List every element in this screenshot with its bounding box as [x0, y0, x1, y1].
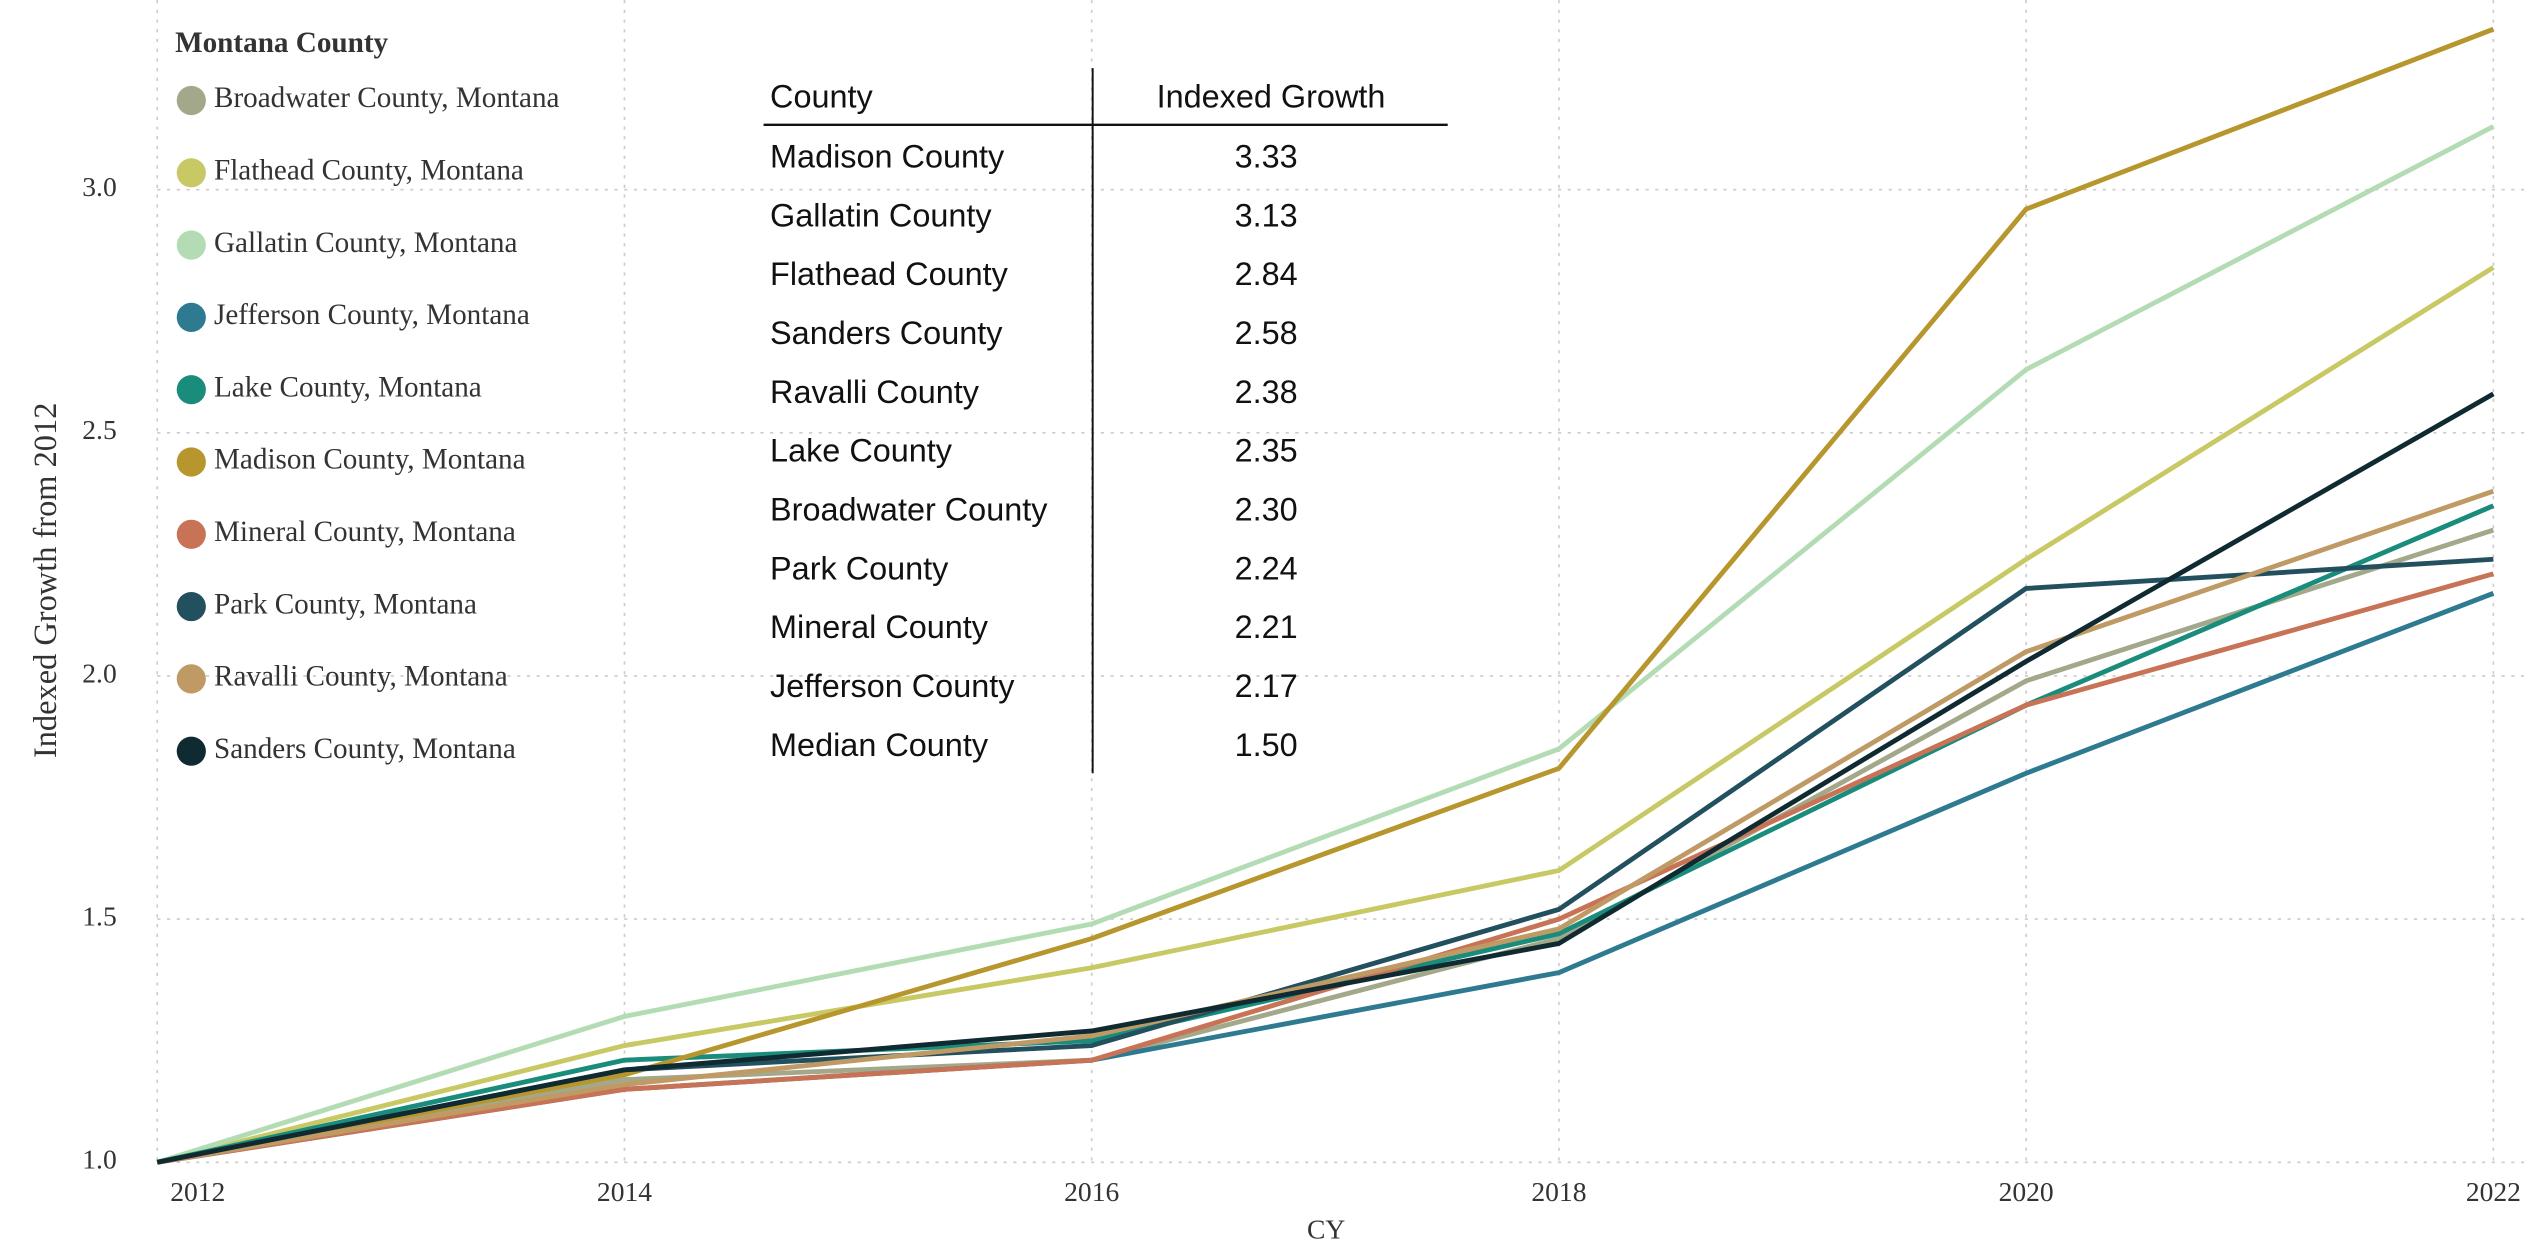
legend-swatch	[176, 591, 206, 622]
table-cell: Broadwater County	[770, 491, 1048, 527]
legend-label: Mineral County, Montana	[214, 516, 516, 548]
y-tick-label: 3.0	[82, 171, 116, 202]
y-tick-label: 2.5	[82, 414, 116, 445]
lines	[156, 26, 2495, 1165]
x-tick-label: 2014	[597, 1176, 652, 1207]
table-cell: Gallatin County	[770, 197, 992, 233]
table-cell: Jefferson County	[770, 668, 1015, 704]
legend-swatch	[176, 447, 206, 477]
legend: Broadwater County, Montana Flathead Count…	[176, 82, 560, 766]
series-line	[156, 124, 2495, 1165]
legend-label: Jefferson County, Montana	[214, 299, 530, 331]
legend-swatch	[176, 375, 206, 405]
table-cell: Median County	[770, 727, 989, 763]
table-cell: Ravalli County	[770, 374, 980, 410]
legend-swatch	[176, 85, 206, 116]
table-cell: Lake County	[770, 433, 953, 469]
legend-label: Sanders County, Montana	[214, 733, 516, 765]
x-tick-label: 2012	[170, 1176, 225, 1207]
table-cell: 2.17	[1235, 668, 1298, 704]
series-line	[156, 265, 2495, 1165]
table-header: County	[770, 78, 873, 114]
legend-swatch	[176, 230, 206, 260]
legend-swatch	[176, 302, 206, 332]
legend-swatch	[176, 664, 206, 694]
series-line	[156, 527, 2495, 1165]
legend-label: Broadwater County, Montana	[214, 82, 560, 114]
series-line	[156, 26, 2495, 1165]
table-cell: 2.35	[1235, 433, 1298, 469]
legend-label: Park County, Montana	[214, 588, 477, 620]
table-cell: 1.50	[1235, 727, 1298, 763]
legend-label: Ravalli County, Montana	[214, 661, 508, 693]
legend-label: Madison County, Montana	[214, 444, 526, 476]
table-cell: 2.38	[1235, 374, 1298, 410]
x-tick-label: 2022	[2466, 1176, 2521, 1207]
table-cell: 3.13	[1235, 197, 1298, 233]
table-cell: 2.21	[1235, 609, 1298, 645]
series-line	[156, 391, 2495, 1165]
table-cell: Sanders County	[770, 315, 1003, 351]
legend-swatch	[176, 158, 206, 188]
table: County Indexed Growth Madison County 3.33 Ga…	[763, 68, 1448, 774]
x-tick-label: 2018	[1531, 1176, 1586, 1207]
y-tick-label: 1.5	[82, 900, 116, 931]
legend-swatch	[176, 736, 206, 766]
y-axis-label: Indexed Growth from 2012	[28, 403, 64, 758]
table-cell: 2.58	[1235, 315, 1298, 351]
legend-label: Gallatin County, Montana	[214, 227, 517, 259]
table-cell: 3.33	[1235, 138, 1298, 174]
table-cell: Mineral County	[770, 609, 989, 645]
legend-title: Montana County	[175, 27, 388, 59]
table-cell: Park County	[770, 550, 949, 586]
x-tick-label: 2020	[1999, 1176, 2054, 1207]
legend-label: Lake County, Montana	[214, 371, 482, 403]
table-cell: 2.84	[1235, 256, 1298, 292]
table-cell: Madison County	[770, 138, 1005, 174]
x-axis-label: CY	[1307, 1213, 1345, 1244]
table-cell: 2.24	[1235, 550, 1298, 586]
series-line	[156, 556, 2494, 1165]
legend-swatch	[176, 519, 206, 549]
table-cell: Flathead County	[770, 256, 1009, 292]
series-line	[156, 488, 2495, 1165]
y-tick-label: 2.0	[82, 657, 116, 688]
table-cell: 2.30	[1235, 491, 1298, 527]
x-tick-label: 2016	[1064, 1176, 1119, 1207]
legend-label: Flathead County, Montana	[214, 154, 524, 186]
table-header: Indexed Growth	[1157, 78, 1386, 114]
y-tick-label: 1.0	[82, 1144, 116, 1175]
